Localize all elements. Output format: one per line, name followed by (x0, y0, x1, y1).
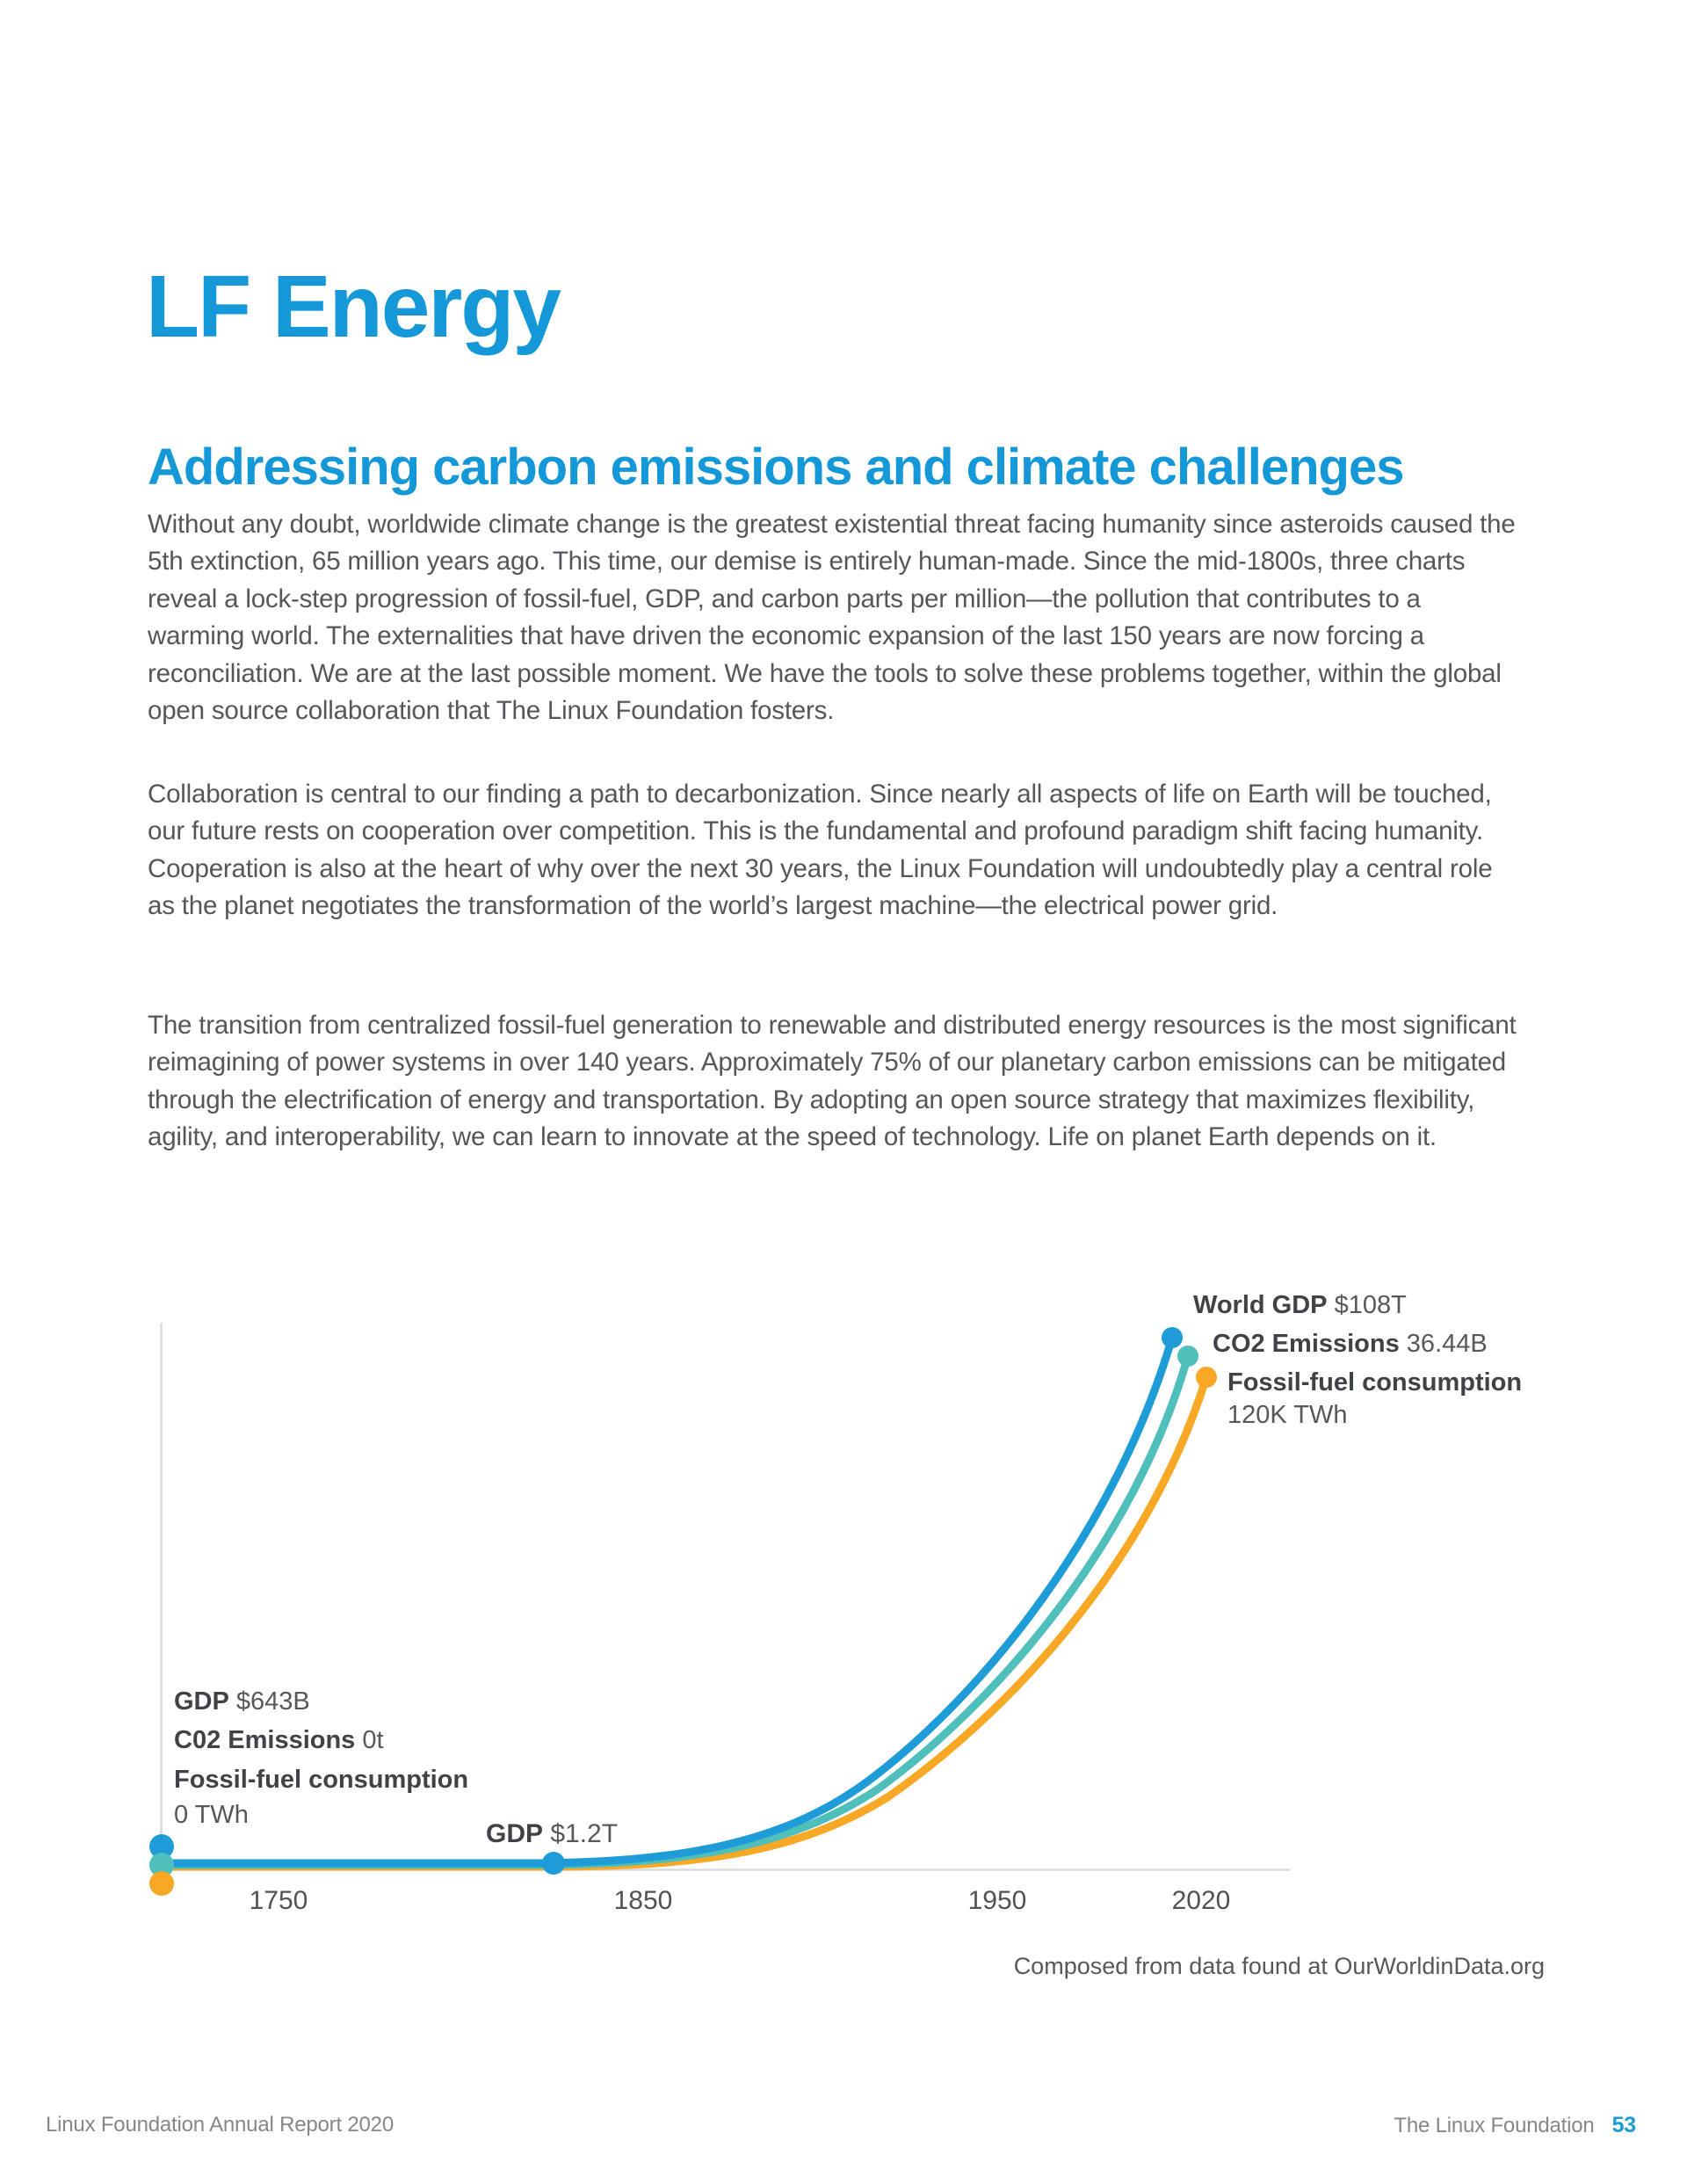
start-gdp-name: GDP (174, 1687, 229, 1716)
chart-end-label-fossil: Fossil-fuel consumption (1227, 1368, 1522, 1397)
chart-end-label-fossil-value: 120K TWh (1227, 1400, 1347, 1430)
fossil-fuel-curve (157, 1373, 1211, 1871)
mid-gdp-value: $1.2T (543, 1819, 619, 1848)
page-number: 53 (1611, 2113, 1637, 2137)
chart-end-label-co2: CO2 Emissions 36.44B (1213, 1329, 1488, 1359)
co2-end-dot (1177, 1346, 1198, 1367)
end-co2-value: 36.44B (1399, 1330, 1488, 1358)
end-fossil-name: Fossil-fuel consumption (1227, 1368, 1523, 1397)
start-co2-value: 0t (355, 1726, 384, 1754)
start-gdp-value: $643B (228, 1687, 310, 1716)
page-title: LF Energy (146, 258, 561, 356)
end-gdp-value: $108T (1327, 1291, 1407, 1319)
body-paragraph-3: The transition from centralized fossil-f… (148, 1010, 1517, 1152)
gdp-1820-dot (542, 1852, 565, 1875)
end-gdp-name: World GDP (1193, 1291, 1328, 1319)
footer-org-name: The Linux Foundation (1394, 2114, 1595, 2137)
chart-mid-label-gdp: GDP $1.2T (486, 1819, 618, 1849)
mid-gdp-name: GDP (486, 1819, 544, 1848)
fossil-start-dot (149, 1871, 174, 1896)
body-paragraph-1: Without any doubt, worldwide climate cha… (148, 509, 1516, 726)
emissions-gdp-chart-canvas (149, 1323, 1290, 1896)
gdp-start-dot (149, 1834, 174, 1859)
section-subtitle: Addressing carbon emissions and climate … (148, 439, 1404, 497)
start-co2-name: C02 Emissions (174, 1726, 356, 1754)
chart-attribution: Composed from data found at OurWorldinDa… (1013, 1953, 1545, 1979)
body-paragraph-2: Collaboration is central to our finding … (148, 779, 1493, 921)
gdp-curve (157, 1333, 1177, 1868)
footer-right: The Linux Foundation 53 (1394, 2113, 1636, 2138)
chart-start-label-gdp: GDP $643B (174, 1687, 310, 1716)
start-fossil-value: 0 TWh (174, 1801, 249, 1829)
co2-start-dot (149, 1853, 174, 1877)
start-fossil-name: Fossil-fuel consumption (174, 1766, 469, 1794)
end-fossil-value: 120K TWh (1227, 1401, 1348, 1429)
chart-start-label-fossil-value: 0 TWh (174, 1800, 249, 1830)
footer-report-title: Linux Foundation Annual Report 2020 (46, 2113, 394, 2137)
fossil-end-dot (1196, 1367, 1217, 1388)
gdp-end-dot (1162, 1327, 1183, 1348)
x-tick-2020: 2020 (1171, 1886, 1231, 1915)
x-tick-1750: 1750 (249, 1886, 308, 1915)
chart-start-label-fossil: Fossil-fuel consumption (174, 1765, 468, 1795)
chart-start-label-co2: C02 Emissions 0t (174, 1725, 384, 1755)
chart-end-label-gdp: World GDP $108T (1193, 1290, 1407, 1320)
x-tick-1950: 1950 (967, 1886, 1027, 1915)
end-co2-name: CO2 Emissions (1213, 1330, 1400, 1358)
x-tick-1850: 1850 (613, 1886, 673, 1915)
